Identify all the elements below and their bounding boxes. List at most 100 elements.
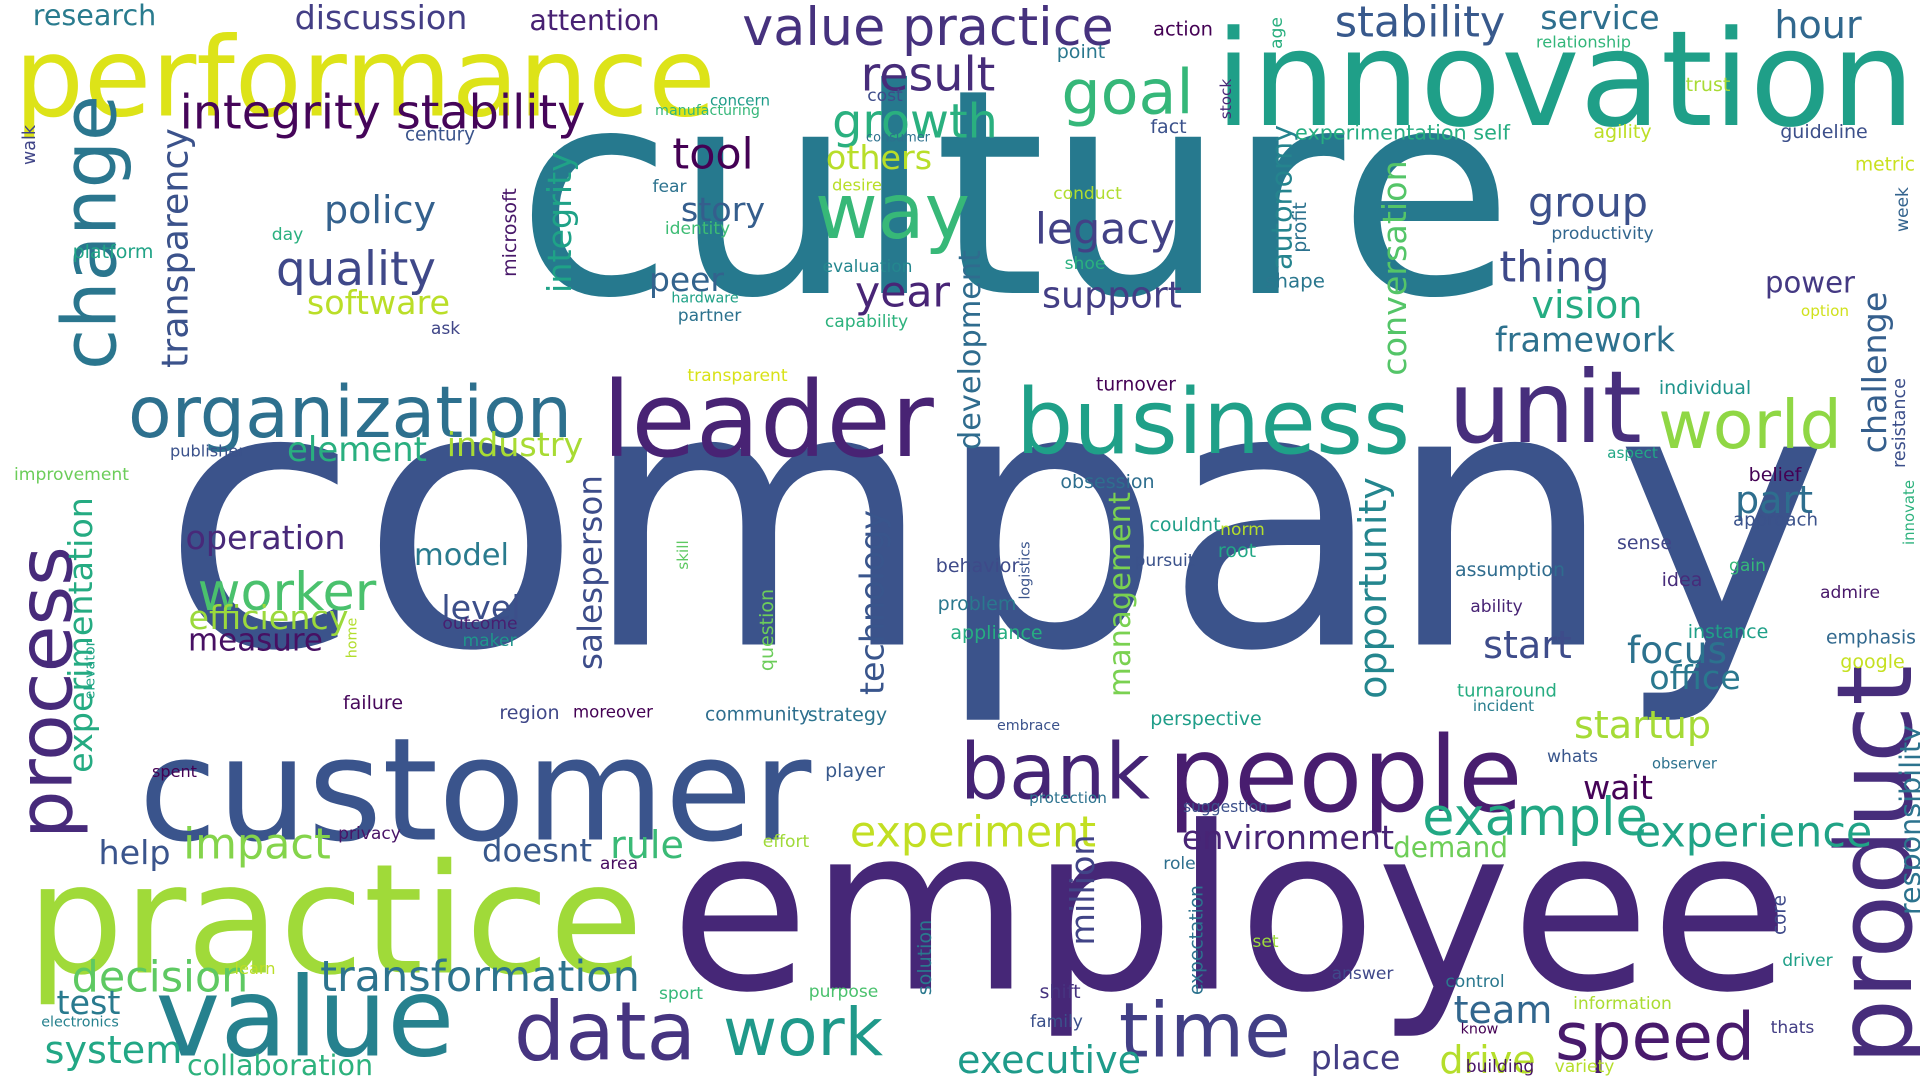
- word-relationship: relationship: [1536, 33, 1631, 52]
- word-impact: impact: [183, 820, 331, 870]
- word-vision: vision: [1532, 283, 1643, 327]
- word-work: work: [723, 994, 884, 1071]
- word-transformation: transformation: [320, 952, 640, 1002]
- word-development: development: [953, 250, 988, 450]
- word-time: time: [1119, 986, 1291, 1075]
- word-research: research: [33, 0, 157, 32]
- word-purpose: purpose: [809, 982, 879, 1002]
- word-core: core: [1770, 895, 1791, 935]
- word-group: group: [1528, 179, 1648, 227]
- word-innovate: innovate: [1900, 480, 1918, 545]
- word-conduct: conduct: [1053, 184, 1122, 204]
- word-fact: fact: [1150, 116, 1186, 138]
- word-skill: skill: [674, 540, 692, 569]
- word-challenge: challenge: [1855, 292, 1894, 454]
- word-world: world: [1658, 386, 1842, 464]
- word-productivity: productivity: [1551, 224, 1653, 244]
- word-growth: growth: [832, 95, 998, 150]
- word-system: system: [45, 1028, 183, 1072]
- word-expectation: expectation: [1187, 885, 1208, 995]
- word-support: support: [1042, 274, 1182, 317]
- word-culture: culture: [516, 29, 1514, 361]
- word-individual: individual: [1659, 377, 1751, 399]
- word-belief: belief: [1749, 464, 1803, 486]
- word-partner: partner: [678, 306, 743, 326]
- word-evaluation: evaluation: [822, 257, 912, 277]
- word-executive: executive: [957, 1038, 1141, 1080]
- word-information: information: [1573, 994, 1672, 1014]
- word-office: office: [1649, 658, 1740, 697]
- word-integrity-stability: integrity stability: [180, 86, 586, 141]
- word-measure: measure: [188, 623, 323, 659]
- word-elevator: elevator: [83, 640, 99, 699]
- word-efficiency: efficiency: [189, 598, 349, 637]
- word-action: action: [1153, 18, 1213, 41]
- word-whats: whats: [1547, 747, 1598, 767]
- word-century: century: [405, 125, 475, 146]
- word-age: age: [1267, 17, 1287, 49]
- word-improvement: improvement: [14, 465, 129, 485]
- word-demand: demand: [1393, 831, 1508, 864]
- word-conversation: conversation: [1375, 160, 1414, 375]
- word-hardware: hardware: [671, 291, 738, 307]
- word-industry: industry: [447, 425, 584, 464]
- word-metric: metric: [1855, 155, 1915, 176]
- word-peer: peer: [649, 260, 724, 299]
- word-area: area: [600, 854, 638, 874]
- word-place: place: [1311, 1038, 1401, 1077]
- word-discussion: discussion: [295, 0, 468, 37]
- word-root: root: [1218, 540, 1256, 562]
- word-logistics: logistics: [1018, 541, 1034, 599]
- word-operation: operation: [185, 518, 345, 557]
- word-concern: concern: [710, 92, 770, 110]
- word-people: people: [1167, 714, 1522, 836]
- word-management: management: [1103, 492, 1138, 697]
- word-level: level: [441, 588, 520, 627]
- word-problem: problem: [938, 593, 1017, 615]
- word-stability: stability: [1335, 0, 1506, 48]
- word-transparent: transparent: [687, 366, 787, 386]
- word-performance: performance: [14, 14, 715, 142]
- word-identity: identity: [665, 219, 730, 239]
- word-leader: leader: [602, 359, 935, 481]
- word-set: set: [1252, 932, 1278, 952]
- word-suggestion: suggestion: [1183, 798, 1268, 816]
- word-privacy: privacy: [338, 824, 401, 844]
- word-customer: customer: [139, 707, 812, 874]
- word-legacy: legacy: [1035, 205, 1175, 255]
- word-company: company: [161, 310, 1829, 731]
- word-resistance: resistance: [1890, 378, 1910, 468]
- word-transparency: transparency: [154, 128, 197, 368]
- word-admire: admire: [1820, 583, 1880, 603]
- word-ability: ability: [1470, 597, 1523, 617]
- word-appliance: appliance: [950, 622, 1042, 644]
- word-assumption: assumption: [1455, 559, 1565, 581]
- word-fear: fear: [652, 177, 687, 197]
- word-process: process: [1, 546, 90, 839]
- word-driver: driver: [1782, 951, 1833, 971]
- word-startup: startup: [1574, 703, 1711, 747]
- word-profit: profit: [1289, 202, 1311, 253]
- word-million: million: [1063, 834, 1102, 945]
- word-innovation: innovation: [1215, 3, 1915, 157]
- word-couldnt: couldnt: [1149, 514, 1220, 536]
- word-employee: employee: [670, 778, 1790, 1043]
- word-unit: unit: [1448, 349, 1642, 466]
- word-year: year: [855, 268, 950, 318]
- word-doesnt: doesnt: [482, 832, 592, 870]
- word-agility: agility: [1593, 121, 1651, 143]
- word-bank: bank: [960, 728, 1150, 818]
- word-environment: environment: [1182, 818, 1394, 857]
- word-speed: speed: [1555, 999, 1755, 1076]
- word-business: business: [1016, 370, 1410, 475]
- word-experience: experience: [1635, 808, 1873, 858]
- word-observer: observer: [1652, 756, 1718, 773]
- word-integrity: integrity: [540, 152, 579, 293]
- word-day: day: [272, 225, 304, 245]
- word-desire: desire: [832, 176, 882, 195]
- word-strategy: strategy: [808, 704, 887, 726]
- word-framework: framework: [1495, 321, 1676, 360]
- word-aspect: aspect: [1607, 444, 1658, 462]
- word-trust: trust: [1686, 74, 1731, 96]
